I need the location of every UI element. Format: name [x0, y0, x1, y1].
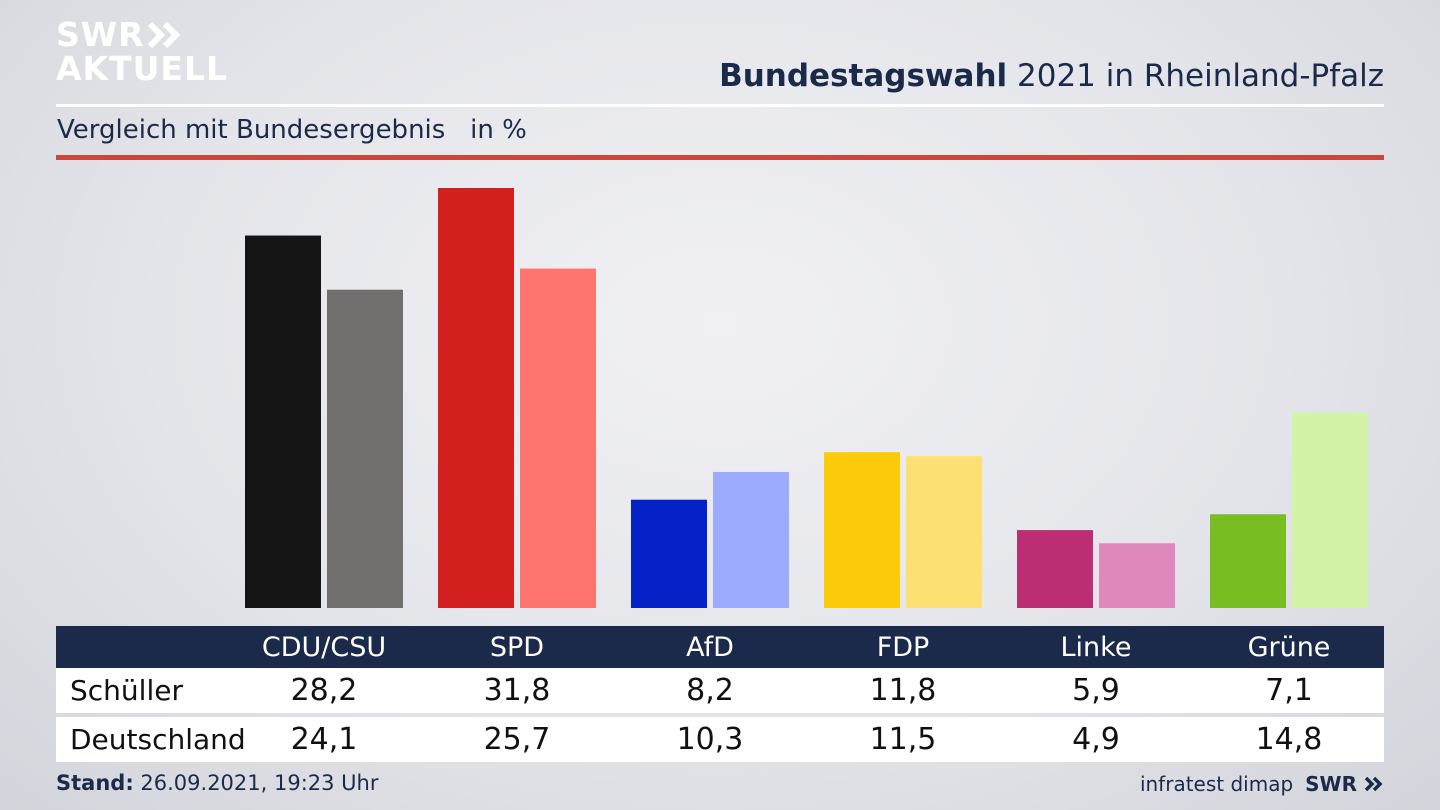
- bar-fdp-deutschland: [906, 456, 982, 608]
- table-cell: 31,8: [483, 673, 551, 708]
- table-cell: 24,1: [290, 722, 358, 757]
- column-header: FDP: [876, 631, 930, 663]
- double-chevron-icon: [1364, 776, 1383, 792]
- bar-linke-deutschland: [1099, 543, 1175, 608]
- timestamp: Stand: 26.09.2021, 19:23 Uhr: [56, 771, 379, 795]
- table-cell: 4,9: [1072, 722, 1120, 757]
- row-label: Schüller: [70, 674, 183, 707]
- chart-title-bold: Bundestagswahl: [719, 58, 1008, 94]
- bar-spd-sch-ller: [438, 188, 514, 608]
- header-divider: [56, 104, 1384, 107]
- swr-aktuell-logo: SWR AKTUELL: [56, 18, 228, 86]
- stand-value: 26.09.2021, 19:23 Uhr: [133, 771, 379, 795]
- double-chevron-icon: [147, 21, 180, 49]
- column-header: AfD: [686, 631, 734, 663]
- table-cell: 25,7: [483, 722, 551, 757]
- table-cell: 11,5: [869, 722, 937, 757]
- bar-spd-deutschland: [520, 268, 596, 608]
- footer-swr-logo: SWR: [1305, 772, 1384, 796]
- column-header: SPD: [489, 631, 545, 663]
- table-header: CDU/CSU SPD AfD FDP Linke Grüne: [56, 626, 1384, 668]
- table-cell: 28,2: [290, 673, 358, 708]
- stand-label: Stand:: [56, 771, 134, 795]
- table-row-deutschland: Deutschland 24,1 25,7 10,3 11,5 4,9 14,8: [56, 717, 1384, 762]
- results-table: CDU/CSU SPD AfD FDP Linke Grüne Schüller 28,2…: [56, 626, 1384, 762]
- table-row-schueller: Schüller 28,2 31,8 8,2 11,8 5,9 7,1: [56, 668, 1384, 713]
- table-cell: 7,1: [1265, 673, 1313, 708]
- footer-logo-text: SWR: [1305, 772, 1358, 796]
- bar-fdp-sch-ller: [824, 452, 900, 608]
- table-cell: 8,2: [686, 673, 734, 708]
- chart-subtitle: Vergleich mit Bundesergebnis in %: [57, 115, 527, 145]
- logo-text-swr: SWR: [56, 15, 145, 54]
- table-cell: 5,9: [1072, 673, 1120, 708]
- bar-linke-sch-ller: [1017, 530, 1093, 608]
- column-header: Linke: [1060, 631, 1132, 663]
- table-cell: 14,8: [1255, 722, 1323, 757]
- bar-cdu-csu-sch-ller: [245, 235, 321, 608]
- logo-text-aktuell: AKTUELL: [56, 49, 229, 88]
- source-name: infratest dimap: [1139, 772, 1294, 796]
- source-credit: infratest dimap SWR: [1140, 772, 1384, 796]
- table-cell: 11,8: [869, 673, 937, 708]
- column-header: CDU/CSU: [261, 631, 387, 663]
- table-cell: 10,3: [676, 722, 744, 757]
- accent-rule: [56, 155, 1384, 160]
- bar-gr-ne-deutschland: [1292, 412, 1368, 608]
- bar-afd-sch-ller: [631, 499, 707, 608]
- chart-title: Bundestagswahl 2021 in Rheinland-Pfalz: [719, 58, 1384, 94]
- row-label: Deutschland: [70, 723, 246, 756]
- bar-gr-ne-sch-ller: [1210, 514, 1286, 608]
- column-header: Grüne: [1247, 631, 1331, 663]
- bar-cdu-csu-deutschland: [327, 289, 403, 608]
- bar-afd-deutschland: [713, 471, 789, 608]
- chart-title-rest: 2021 in Rheinland-Pfalz: [1007, 58, 1384, 94]
